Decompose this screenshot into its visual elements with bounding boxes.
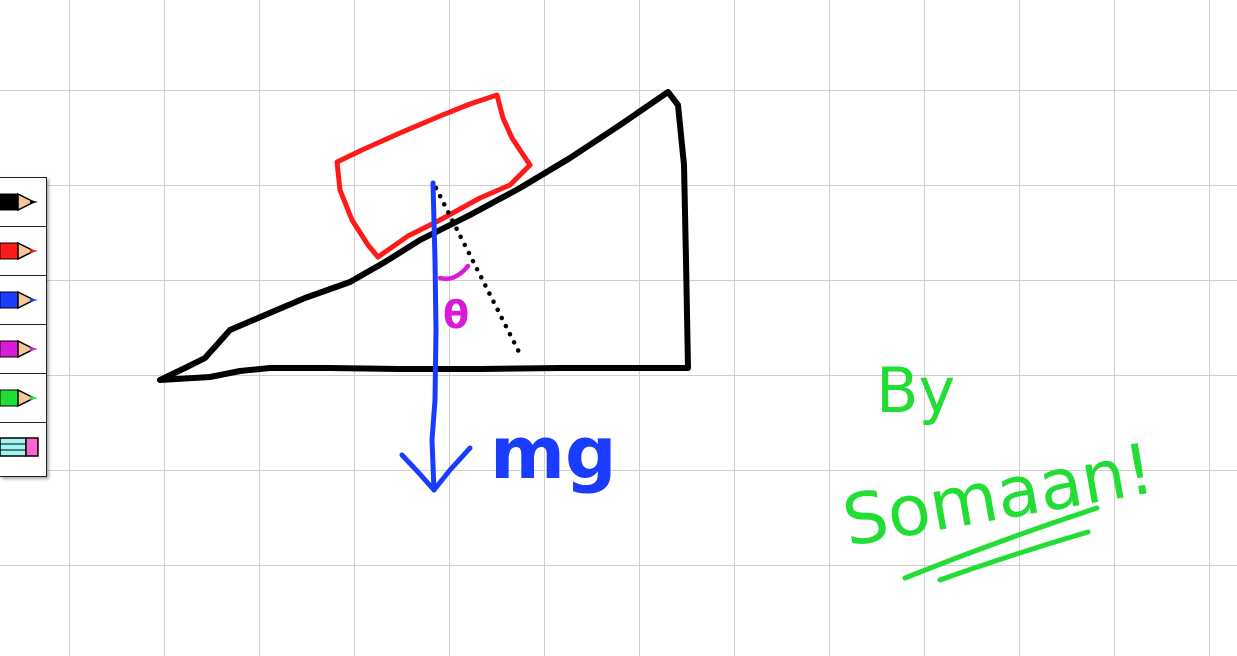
green-pencil-icon: [0, 388, 38, 408]
black-pencil-icon: [0, 192, 38, 212]
red-pencil-icon: [0, 241, 38, 261]
force-arrow-mg: [429, 180, 439, 493]
normal-dotted-line: [433, 185, 523, 357]
tool-palette: [0, 177, 47, 477]
signature-underline-2: [937, 529, 1091, 583]
red-pencil-button[interactable]: [0, 227, 46, 276]
magenta-pencil-icon: [0, 339, 38, 359]
incline-triangle: [157, 89, 691, 383]
signature-by: By: [876, 354, 955, 427]
force-arrow-head: [399, 445, 473, 493]
blue-pencil-icon: [0, 290, 38, 310]
force-label: mg: [490, 411, 617, 495]
black-pencil-button[interactable]: [0, 178, 46, 227]
block-on-incline: [334, 92, 533, 260]
angle-arc: [437, 263, 471, 281]
signature-underline-1: [902, 505, 1100, 581]
angle-label: θ: [443, 293, 469, 337]
blue-pencil-button[interactable]: [0, 276, 46, 325]
eraser-button[interactable]: [0, 423, 46, 472]
green-pencil-button[interactable]: [0, 374, 46, 423]
magenta-pencil-button[interactable]: [0, 325, 46, 374]
eraser-icon: [0, 437, 39, 457]
